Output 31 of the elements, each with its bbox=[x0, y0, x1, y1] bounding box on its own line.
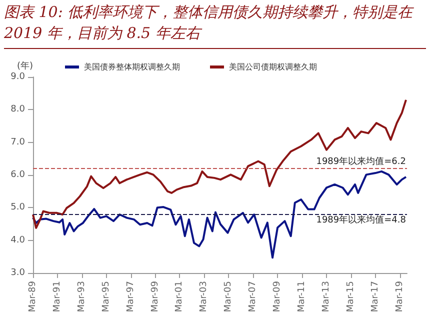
x-tick-label: Mar-15 bbox=[346, 281, 356, 312]
x-tick-label: Mar-93 bbox=[76, 281, 87, 312]
x-tick-label: Mar-91 bbox=[52, 281, 62, 312]
x-tick-label: Mar-19 bbox=[394, 280, 405, 312]
x-tick-label: Mar-89 bbox=[28, 280, 38, 312]
chart-title: 图表 10: 低利率环境下，整体信用债久期持续攀升，特别是在 2019 年，目前为 8.5 年左右 bbox=[4, 2, 426, 49]
x-tick-label: Mar-05 bbox=[224, 281, 234, 312]
y-axis-title: (年) bbox=[16, 60, 33, 72]
ref-line-label: 1989年以来均值=6.2 bbox=[316, 156, 406, 167]
x-tick-label: Mar-03 bbox=[199, 281, 210, 312]
x-tick-label: Mar-13 bbox=[321, 281, 332, 312]
y-tick-label: 3.0 bbox=[10, 268, 26, 278]
y-tick-label: 5.0 bbox=[10, 202, 26, 213]
y-tick-label: 4.0 bbox=[10, 235, 26, 246]
y-tick-label: 8.0 bbox=[10, 104, 26, 115]
y-tick-label: 7.0 bbox=[10, 137, 26, 148]
x-tick-label: Mar-09 bbox=[272, 280, 283, 312]
y-tick-label: 9.0 bbox=[10, 72, 26, 82]
legend-label: 美国债券整体期权调整久期 bbox=[84, 62, 180, 72]
x-tick-label: Mar-95 bbox=[101, 281, 112, 312]
x-tick-label: Mar-07 bbox=[248, 281, 258, 312]
x-tick-label: Mar-17 bbox=[370, 281, 380, 312]
legend-label: 美国公司债期权调整久期 bbox=[229, 62, 317, 72]
line-series bbox=[32, 98, 407, 229]
ref-line-label: 1989年以来均值=4.8 bbox=[316, 214, 406, 226]
x-tick-label: Mar-99 bbox=[150, 280, 160, 312]
x-tick-label: Mar-97 bbox=[126, 281, 136, 312]
x-tick-label: Mar-01 bbox=[174, 281, 185, 312]
line-series bbox=[32, 170, 407, 259]
y-tick-label: 6.0 bbox=[10, 170, 26, 180]
x-tick-label: Mar-11 bbox=[297, 281, 308, 312]
